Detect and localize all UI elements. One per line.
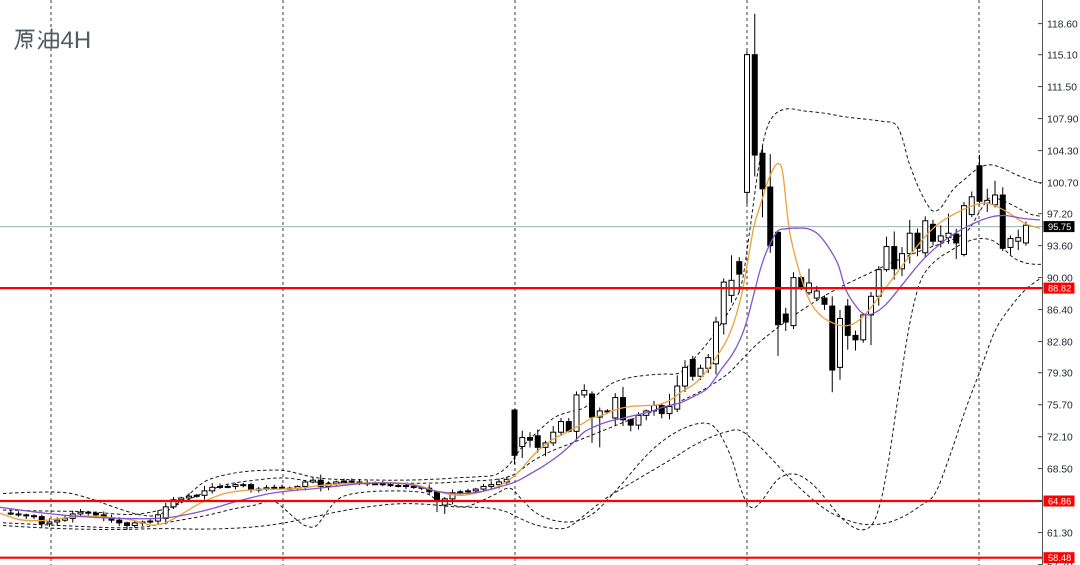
svg-text:95.75: 95.75 [1048,222,1071,232]
svg-text:58.48: 58.48 [1048,553,1071,563]
svg-text:100.70: 100.70 [1047,179,1079,190]
svg-text:111.50: 111.50 [1047,83,1077,94]
svg-text:107.90: 107.90 [1047,115,1079,126]
svg-text:82.80: 82.80 [1047,338,1073,349]
svg-text:4H: 4H [61,27,92,54]
svg-text:88.82: 88.82 [1048,284,1071,294]
svg-text:90.00: 90.00 [1047,274,1073,285]
svg-text:104.30: 104.30 [1047,147,1079,158]
svg-text:86.40: 86.40 [1047,306,1073,317]
svg-text:97.20: 97.20 [1047,210,1073,221]
svg-text:64.86: 64.86 [1048,497,1071,507]
svg-text:93.60: 93.60 [1047,242,1073,253]
svg-text:72.10: 72.10 [1047,433,1073,444]
svg-text:61.30: 61.30 [1047,529,1073,540]
svg-text:79.30: 79.30 [1047,369,1073,380]
svg-text:115.10: 115.10 [1047,51,1078,62]
svg-text:118.60: 118.60 [1047,20,1078,31]
svg-text:75.70: 75.70 [1047,401,1073,412]
svg-text:68.50: 68.50 [1047,465,1073,476]
